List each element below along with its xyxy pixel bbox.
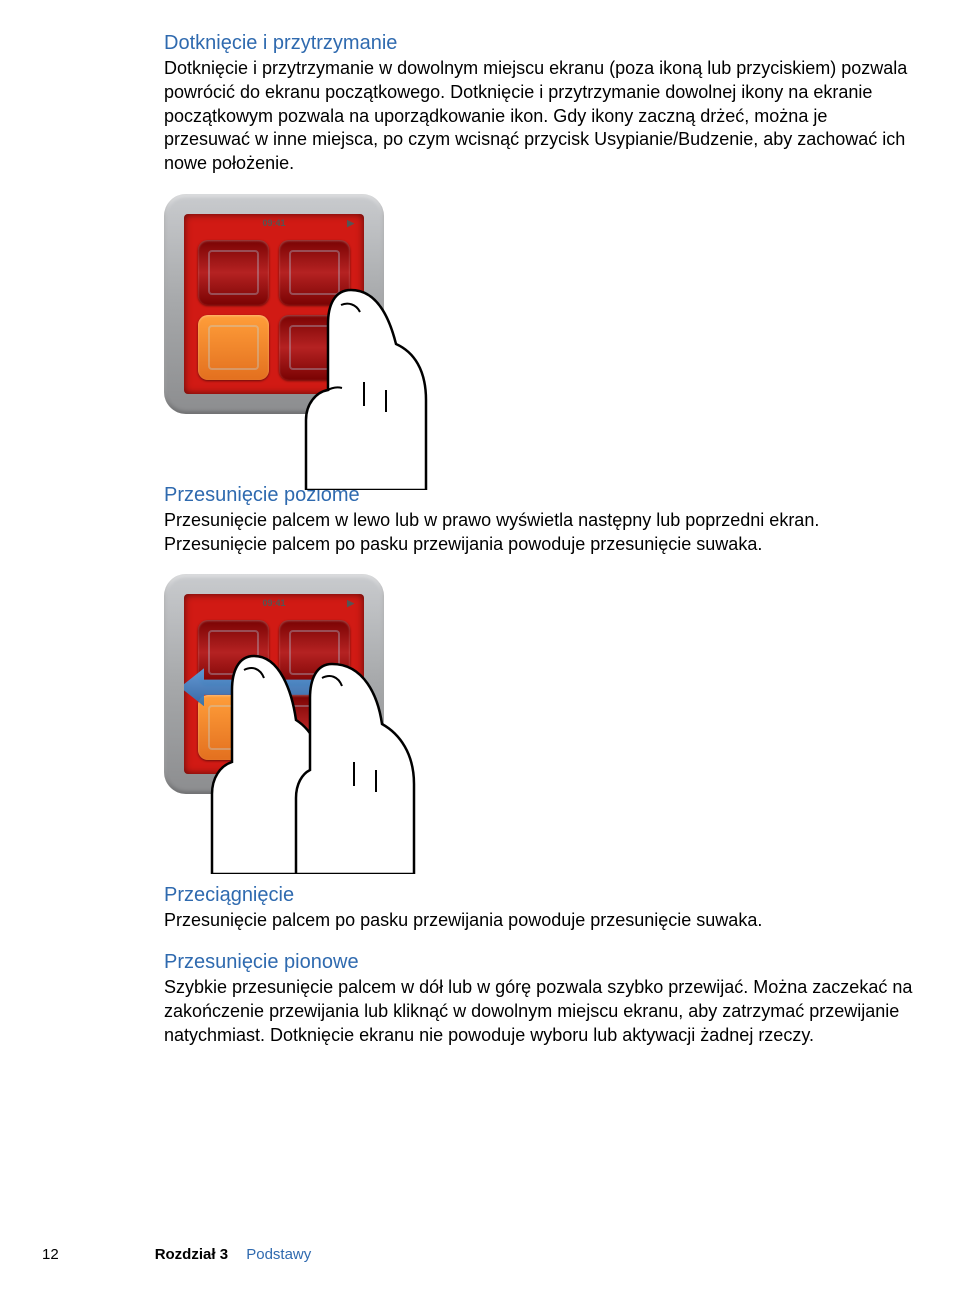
illustration-swipe-h: 09:41 ▶ (164, 574, 424, 834)
section-swipe-h: Przesunięcie poziome Przesunięcie palcem… (164, 484, 918, 557)
body-swipe-v: Szybkie przesunięcie palcem w dół lub w … (164, 976, 918, 1047)
section-drag: Przeciągnięcie Przesunięcie palcem po pa… (164, 884, 918, 933)
heading-tap-hold: Dotknięcie i przytrzymanie (164, 32, 918, 55)
app-icon (198, 240, 269, 305)
status-time: 09:41 (262, 218, 285, 228)
heading-swipe-h: Przesunięcie poziome (164, 484, 918, 507)
section-tap-hold: Dotknięcie i przytrzymanie Dotknięcie i … (164, 32, 918, 176)
illustration-tap-hold: 09:41 ▶ (164, 194, 424, 454)
play-icon: ▶ (347, 598, 354, 609)
two-fingers-icon (204, 644, 424, 874)
chapter-block: Rozdział 3 Podstawy (155, 1246, 312, 1263)
heading-drag: Przeciągnięcie (164, 884, 918, 907)
chapter-label: Rozdział 3 (155, 1246, 228, 1263)
page-footer: 12 Rozdział 3 Podstawy (0, 1246, 960, 1263)
body-drag: Przesunięcie palcem po pasku przewijania… (164, 909, 918, 933)
body-tap-hold: Dotknięcie i przytrzymanie w dowolnym mi… (164, 57, 918, 176)
body-swipe-h: Przesunięcie palcem w lewo lub w prawo w… (164, 509, 918, 557)
status-bar: 09:41 ▶ (184, 598, 364, 612)
chapter-title: Podstawy (246, 1246, 311, 1263)
status-bar: 09:41 ▶ (184, 218, 364, 232)
heading-swipe-v: Przesunięcie pionowe (164, 951, 918, 974)
page-number: 12 (42, 1246, 59, 1263)
app-icon (198, 315, 269, 380)
section-swipe-v: Przesunięcie pionowe Szybkie przesunięci… (164, 951, 918, 1047)
status-time: 09:41 (262, 598, 285, 608)
finger-icon (286, 280, 436, 490)
play-icon: ▶ (347, 218, 354, 229)
